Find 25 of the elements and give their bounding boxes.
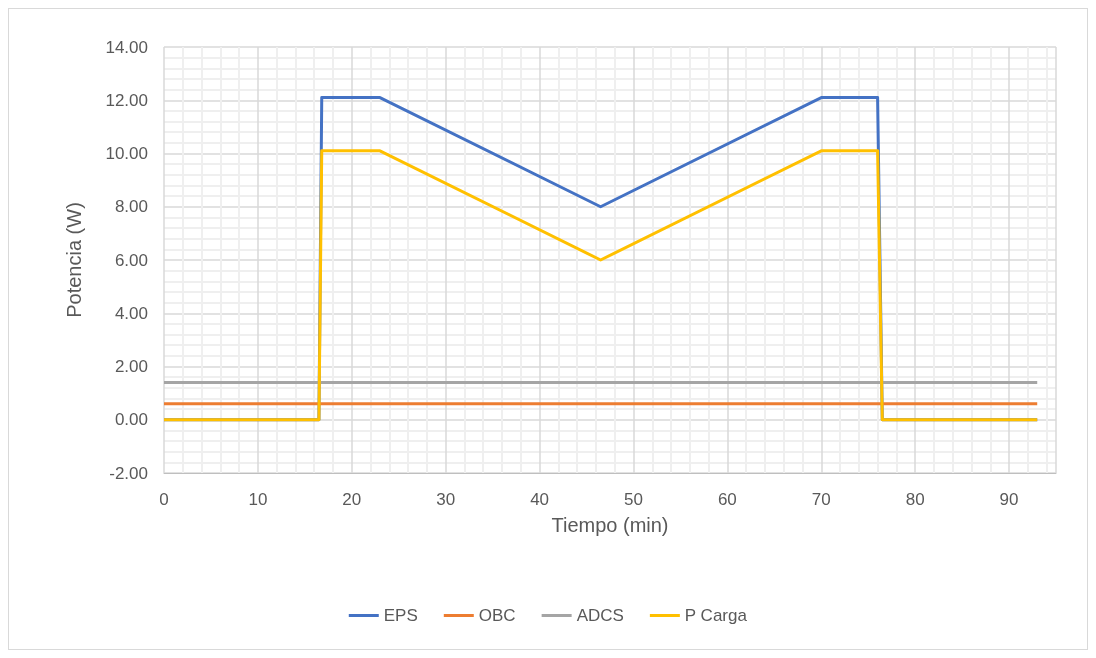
y-tick-label: 0.00 (114, 410, 148, 430)
x-tick-label: 30 (436, 490, 456, 509)
x-tick-label: 40 (530, 490, 550, 509)
y-tick-label: 2.00 (114, 357, 148, 376)
x-tick-label: 80 (905, 490, 925, 509)
y-axis-title: Potencia (W) (63, 202, 85, 318)
y-tick-label: 12.00 (105, 90, 148, 110)
x-tick-label: 70 (811, 490, 831, 509)
x-axis-title: Tiempo (min) (551, 514, 669, 536)
legend-label: EPS (383, 606, 418, 625)
x-tick-label: 10 (248, 490, 268, 509)
legend-label: P Carga (684, 606, 748, 625)
legend-label: ADCS (576, 606, 624, 625)
y-tick-label: -2.00 (109, 463, 148, 483)
y-tick-label: 8.00 (114, 197, 148, 217)
y-tick-label: 10.00 (105, 144, 148, 163)
legend-label: OBC (478, 606, 516, 625)
x-tick-label: 0 (159, 490, 169, 509)
y-tick-label: 6.00 (114, 250, 148, 270)
x-tick-label: 20 (342, 490, 362, 509)
x-tick-label: 90 (999, 490, 1019, 509)
x-tick-label: 60 (717, 490, 737, 509)
y-tick-label: 14.00 (105, 37, 148, 57)
y-tick-label: 4.00 (114, 303, 148, 323)
x-tick-label: 50 (624, 490, 643, 509)
